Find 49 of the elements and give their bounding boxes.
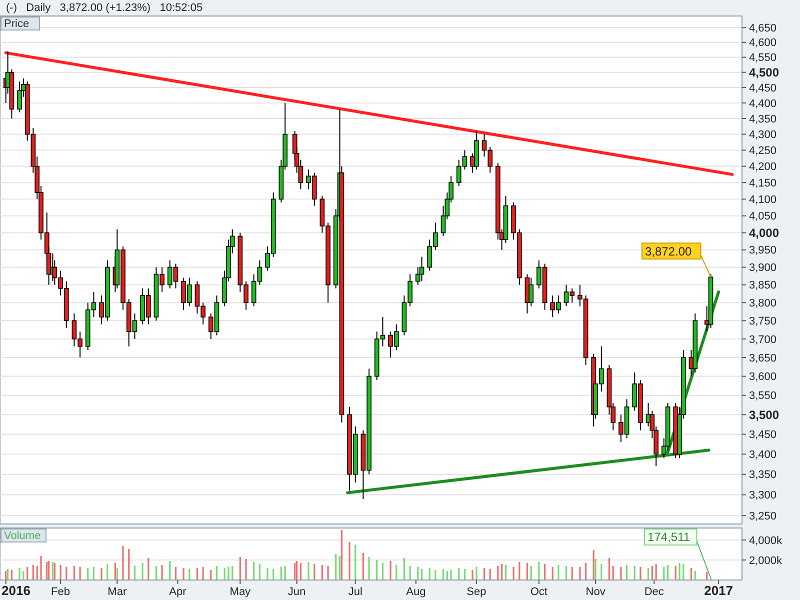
- y-tick-label: 4,600: [749, 37, 777, 50]
- x-tick-label: Apr: [169, 586, 187, 598]
- annotation: 174,511: [648, 530, 690, 544]
- x-tick-label: Oct: [530, 586, 548, 598]
- x-tick-label: Dec: [644, 586, 664, 598]
- y-tick-label: 2,000k: [749, 554, 783, 567]
- y-axis-title: Price: [4, 18, 30, 30]
- y-tick-label: 3,600: [749, 371, 777, 384]
- x-tick-label: Feb: [51, 586, 70, 598]
- y-tick-label: 3,400: [749, 448, 777, 461]
- y-tick-label: 3,950: [749, 244, 777, 257]
- x-tick-label: May: [230, 586, 252, 598]
- chart-title: (-) Daily 3,872.00 (+1.23%) 10:52:05: [6, 2, 203, 14]
- y-tick-label: 3,700: [749, 334, 777, 346]
- x-tick-label: Jun: [288, 586, 306, 598]
- x-tick-label: Nov: [586, 586, 606, 598]
- y-tick-label: 3,250: [749, 510, 777, 522]
- y-tick-label: 3,350: [749, 469, 777, 482]
- x-tick-label: 2017: [704, 583, 734, 598]
- y-tick-label: 4,300: [749, 129, 777, 142]
- y-tick-label: 4,450: [749, 82, 777, 94]
- y-tick-label: 3,300: [749, 490, 777, 502]
- y-axis-title: Volume: [4, 530, 41, 542]
- y-tick-label: 3,450: [749, 429, 777, 442]
- y-tick-label: 3,500: [749, 408, 780, 422]
- y-tick-label: 4,500: [749, 66, 780, 80]
- y-tick-label: 3,850: [749, 280, 777, 292]
- x-tick-label: 2016: [2, 583, 30, 598]
- annotation: 3,872.00: [644, 244, 692, 258]
- y-tick-label: 4,350: [749, 113, 777, 126]
- y-tick-label: 3,900: [749, 262, 777, 274]
- y-tick-label: 4,650: [749, 22, 777, 35]
- y-tick-label: 4,000k: [749, 534, 783, 547]
- y-tick-label: 3,550: [749, 390, 777, 402]
- y-tick-label: 4,550: [749, 52, 777, 64]
- y-tick-label: 3,750: [749, 316, 777, 328]
- y-tick-label: 4,250: [749, 145, 777, 158]
- x-tick-label: Mar: [108, 586, 127, 598]
- y-tick-label: 4,050: [749, 210, 777, 223]
- x-tick-label: Sep: [466, 586, 486, 598]
- x-tick-label: Jul: [348, 586, 362, 598]
- y-tick-label: 3,800: [749, 297, 777, 310]
- x-tick-label: Aug: [406, 586, 426, 598]
- y-tick-label: 4,400: [749, 98, 777, 110]
- y-tick-label: 3,650: [749, 352, 777, 364]
- y-tick-label: 4,200: [749, 161, 777, 174]
- y-tick-label: 4,000: [749, 226, 780, 240]
- y-tick-label: 4,100: [749, 194, 777, 206]
- y-tick-label: 4,150: [749, 177, 777, 190]
